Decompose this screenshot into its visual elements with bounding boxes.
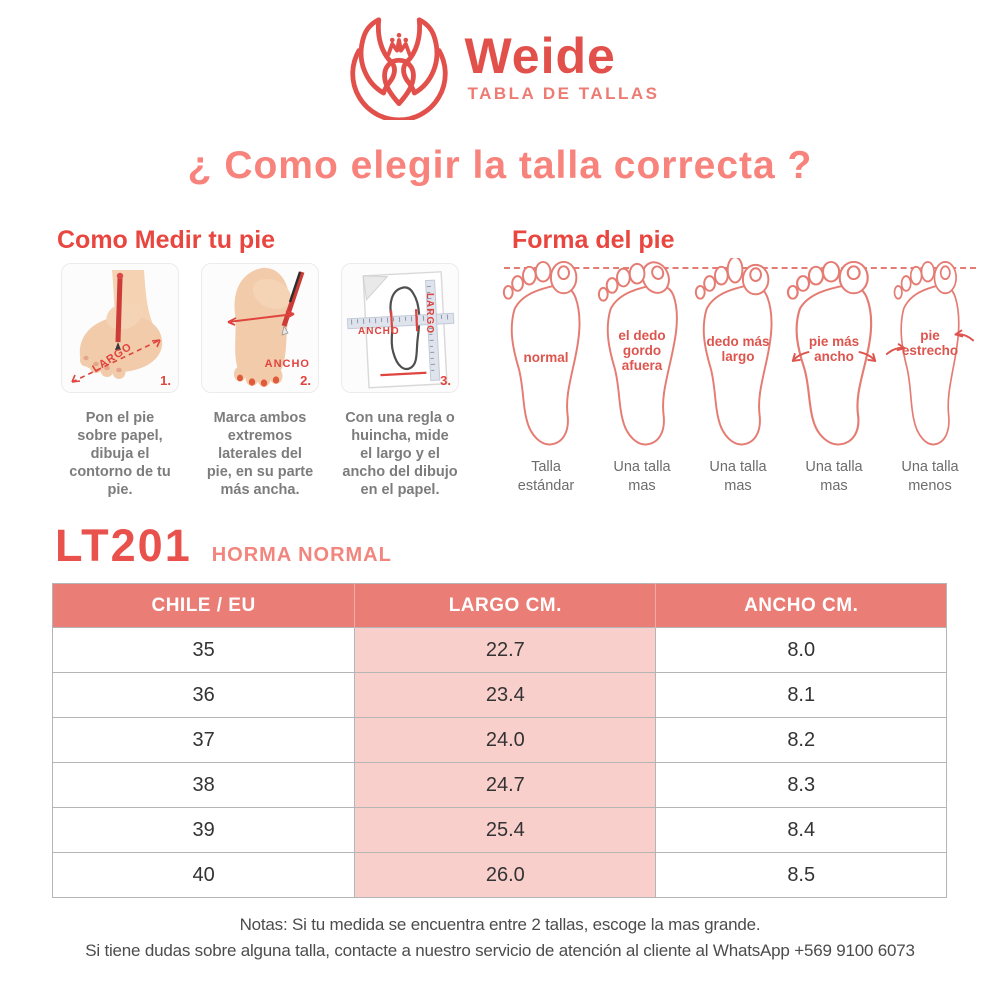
measure-step-2: ANCHO 2. Marca ambos extremos laterales …	[190, 263, 330, 499]
foot-shape-pie-estrecho: pie estrecho Una talla menos	[882, 258, 978, 496]
largo-cell: 25.4	[354, 807, 657, 853]
size-cell: 39	[51, 807, 356, 853]
size-table: CHILE / EU LARGO CM. ANCHO CM. 35 22.7 8…	[51, 583, 947, 898]
measure-steps: LARGO 1. Pon el pie sobre papel, dibuja …	[50, 263, 470, 499]
step-number: 2.	[300, 373, 311, 388]
foot-shape-note: Talla estándar	[517, 459, 575, 494]
largo-cell: 24.7	[354, 762, 657, 808]
measure-step-1: LARGO 1. Pon el pie sobre papel, dibuja …	[50, 263, 190, 499]
largo-cell: 22.7	[354, 627, 657, 673]
step-3-photo: ANCHO LARGO 3.	[341, 263, 459, 393]
ancho-cell: 8.0	[655, 627, 947, 673]
size-row-35: 35 22.7 8.0	[51, 627, 947, 673]
foot-shape-note: Una talla menos	[901, 459, 959, 494]
size-table-header-row: CHILE / EU LARGO CM. ANCHO CM.	[52, 583, 947, 628]
header-largo-cm: LARGO CM.	[354, 583, 657, 628]
note-line-2: Si tiene dudas sobre alguna talla, conta…	[85, 941, 915, 960]
foot-shape-section-heading: Forma del pie	[512, 226, 675, 254]
foot-outline-icon	[786, 260, 877, 446]
measure-section-heading: Como Medir tu pie	[57, 226, 276, 254]
size-cell: 38	[51, 762, 356, 808]
foot-shape-dedo-mas-largo: dedo más largo Una talla mas	[690, 258, 786, 496]
foot-shape-note: Una talla mas	[613, 459, 671, 494]
feet-row: normal Talla estándar el dedo g	[498, 258, 982, 496]
brand-name: Weide	[464, 28, 616, 84]
product-model: LT201	[55, 520, 192, 571]
largo-cell: 23.4	[354, 672, 657, 718]
foot-shape-note: Una talla mas	[805, 459, 863, 494]
page-title: ¿ Como elegir la talla correcta ?	[187, 144, 813, 187]
ancho-overlay-label: ANCHO	[264, 358, 310, 370]
foot-length-drawing-icon	[71, 270, 163, 383]
foot-shape-normal: normal Talla estándar	[498, 258, 594, 496]
brand-header: Weide TABLA DE TALLAS	[0, 14, 1000, 120]
ancho-overlay-label: ANCHO	[358, 326, 400, 337]
size-row-36: 36 23.4 8.1	[51, 672, 947, 718]
step-1-photo: LARGO 1.	[61, 263, 179, 393]
ancho-cell: 8.5	[655, 852, 947, 898]
step-number: 3.	[440, 373, 451, 388]
largo-overlay-label: LARGO	[423, 292, 435, 335]
foot-shapes-panel: normal Talla estándar el dedo g	[498, 258, 982, 496]
ancho-cell: 8.2	[655, 717, 947, 763]
brand-text: Weide TABLA DE TALLAS	[464, 30, 659, 104]
step-2-caption: Marca ambos extremos laterales del pie, …	[206, 410, 314, 498]
foot-shape-label: dedo más largo	[706, 334, 770, 364]
size-row-39: 39 25.4 8.4	[51, 807, 947, 853]
weide-swan-logo-icon	[350, 17, 449, 120]
foot-shape-label: pie estrecho	[901, 328, 959, 358]
header-chile-eu: CHILE / EU	[52, 583, 356, 628]
foot-shape-label: pie más ancho	[808, 334, 860, 364]
size-row-37: 37 24.0 8.2	[51, 717, 947, 763]
foot-shape-label: normal	[523, 350, 569, 365]
size-row-40: 40 26.0 8.5	[51, 852, 947, 898]
size-cell: 37	[51, 717, 356, 763]
ancho-cell: 8.1	[655, 672, 947, 718]
step-number: 1.	[160, 373, 171, 388]
ancho-cell: 8.3	[655, 762, 947, 808]
foot-outline-icon	[597, 261, 678, 446]
width-arrows-icon	[791, 351, 877, 362]
foot-width-marking-icon	[227, 267, 305, 387]
ancho-cell: 8.4	[655, 807, 947, 853]
size-cell: 36	[51, 672, 356, 718]
step-2-photo: ANCHO 2.	[201, 263, 319, 393]
measure-step-3: ANCHO LARGO 3. Con una regla o huincha, …	[330, 263, 470, 499]
largo-cell: 26.0	[354, 852, 657, 898]
size-cell: 40	[51, 852, 356, 898]
foot-outline-icon	[694, 258, 773, 446]
foot-shape-dedo-gordo-afuera: el dedo gordo afuera Una talla mas	[594, 258, 690, 496]
foot-outline-icon	[502, 260, 581, 446]
header-ancho-cm: ANCHO CM.	[655, 583, 947, 628]
size-row-38: 38 24.7 8.3	[51, 762, 947, 808]
brand-tagline: TABLA DE TALLAS	[467, 84, 660, 103]
foot-outline-icon	[885, 260, 975, 446]
footer-notes: Notas: Si tu medida se encuentra entre 2…	[0, 912, 1000, 964]
narrow-arrows-icon	[885, 329, 975, 356]
product-line: LT201 HORMA NORMAL	[55, 520, 392, 572]
foot-shape-pie-mas-ancho: pie más ancho Una talla mas	[786, 258, 882, 496]
product-last-type: HORMA NORMAL	[211, 544, 392, 566]
size-cell: 35	[51, 627, 356, 673]
step-3-caption: Con una regla o huincha, mide el largo y…	[342, 410, 458, 498]
foot-tracing-ruler-icon	[346, 271, 455, 389]
foot-shape-note: Una talla mas	[709, 459, 767, 494]
foot-shape-label: el dedo gordo afuera	[618, 328, 666, 373]
largo-cell: 24.0	[354, 717, 657, 763]
step-1-caption: Pon el pie sobre papel, dibuja el contor…	[69, 410, 171, 498]
note-line-1: Notas: Si tu medida se encuentra entre 2…	[239, 915, 761, 934]
